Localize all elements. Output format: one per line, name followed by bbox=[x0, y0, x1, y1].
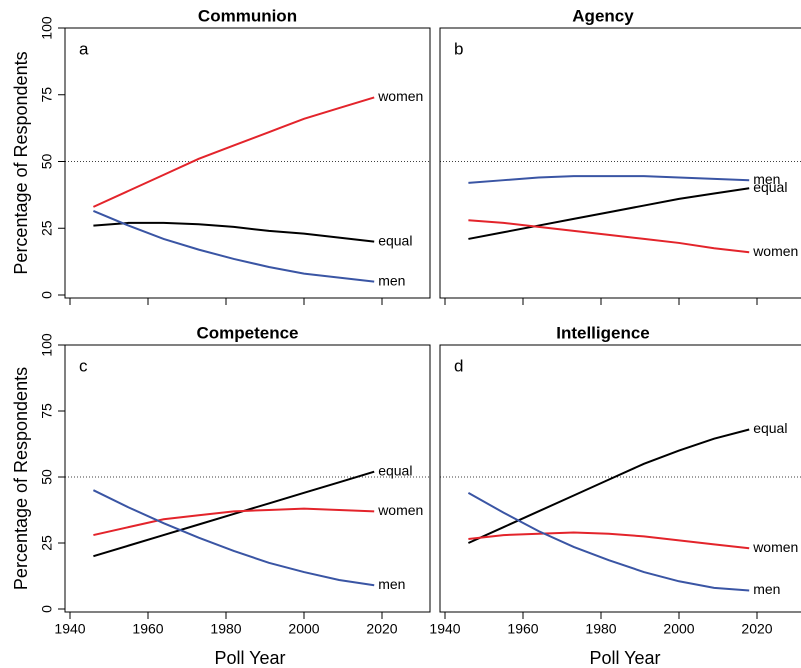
x-tick-label: 1980 bbox=[585, 621, 616, 637]
series-line bbox=[467, 491, 750, 592]
chart-title: Communion bbox=[198, 6, 297, 25]
y-tick-label: 50 bbox=[39, 469, 55, 485]
panel-letter: c bbox=[79, 356, 88, 375]
y-tick-label: 100 bbox=[39, 333, 55, 357]
plot-frame bbox=[64, 27, 431, 299]
y-axis-label: Percentage of Respondents bbox=[11, 51, 31, 274]
series-label: women bbox=[377, 502, 423, 518]
x-tick-label: 2020 bbox=[741, 621, 772, 637]
series-line bbox=[467, 428, 750, 544]
panel-letter: a bbox=[79, 39, 89, 58]
plot-frame bbox=[439, 344, 801, 613]
series-label: women bbox=[752, 539, 798, 555]
chart-title: Intelligence bbox=[556, 323, 650, 342]
series-label: women bbox=[752, 243, 798, 259]
series-line bbox=[93, 221, 375, 243]
x-tick-label: 1940 bbox=[54, 621, 85, 637]
chart-title: Agency bbox=[572, 6, 634, 25]
x-tick-label: 1960 bbox=[507, 621, 538, 637]
series-line bbox=[468, 175, 750, 184]
x-tick-label: 2000 bbox=[288, 621, 319, 637]
series-label: men bbox=[753, 581, 780, 597]
plot-frame bbox=[439, 27, 801, 299]
y-tick-label: 25 bbox=[39, 220, 55, 236]
y-tick-label: 50 bbox=[39, 154, 55, 170]
series-line bbox=[92, 489, 375, 587]
series-line bbox=[468, 531, 750, 550]
panel-letter: d bbox=[454, 356, 463, 375]
series-label: men bbox=[378, 272, 405, 288]
y-tick-label: 75 bbox=[39, 403, 55, 419]
series-line bbox=[93, 470, 375, 558]
series-label: equal bbox=[753, 179, 787, 195]
series-label: equal bbox=[378, 232, 412, 248]
x-tick-label: 2020 bbox=[366, 621, 397, 637]
plot-frame bbox=[64, 344, 431, 613]
series-label: men bbox=[753, 171, 780, 187]
x-axis-label: Poll Year bbox=[214, 648, 285, 668]
y-tick-label: 0 bbox=[39, 605, 55, 613]
panel-letter: b bbox=[454, 39, 463, 58]
y-axis-label: Percentage of Respondents bbox=[11, 367, 31, 590]
x-tick-label: 1960 bbox=[132, 621, 163, 637]
x-tick-label: 2000 bbox=[663, 621, 694, 637]
series-line bbox=[92, 96, 375, 208]
series-line bbox=[93, 209, 375, 283]
series-label: men bbox=[378, 576, 405, 592]
series-label: equal bbox=[753, 420, 787, 436]
x-axis-label: Poll Year bbox=[589, 648, 660, 668]
series-label: equal bbox=[378, 462, 412, 478]
chart-title: Competence bbox=[196, 323, 298, 342]
series-line bbox=[93, 507, 375, 537]
series-line bbox=[468, 219, 750, 254]
y-tick-label: 25 bbox=[39, 535, 55, 551]
x-tick-label: 1940 bbox=[429, 621, 460, 637]
x-tick-label: 1980 bbox=[210, 621, 241, 637]
series-label: women bbox=[377, 88, 423, 104]
series-line bbox=[468, 187, 750, 240]
y-tick-label: 0 bbox=[39, 291, 55, 299]
y-tick-label: 75 bbox=[39, 87, 55, 103]
y-tick-label: 100 bbox=[39, 16, 55, 40]
